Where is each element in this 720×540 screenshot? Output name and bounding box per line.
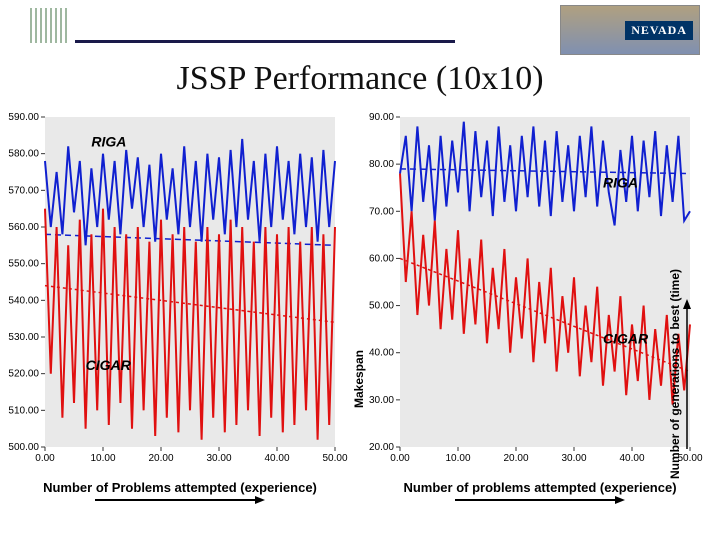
makespan-chart: 500.00 510.00 520.00 530.00 540.00 550.00 560.… (0, 112, 360, 472)
header-decoration (30, 8, 70, 43)
left-chart-cell: 500.00 510.00 520.00 530.00 540.00 550.00 560.… (0, 112, 360, 507)
svg-text:570.00: 570.00 (8, 185, 39, 196)
svg-text:RIGA: RIGA (91, 133, 126, 149)
header-rule (75, 40, 455, 43)
svg-text:0.00: 0.00 (35, 453, 55, 464)
left-xaxis-label: Number of Problems attempted (experience… (0, 480, 360, 505)
svg-text:50.00: 50.00 (369, 301, 394, 312)
university-logo: NEVADA (560, 5, 700, 55)
svg-text:20.00: 20.00 (369, 442, 394, 453)
svg-text:540.00: 540.00 (8, 295, 39, 306)
svg-text:30.00: 30.00 (206, 453, 231, 464)
svg-text:10.00: 10.00 (445, 453, 470, 464)
svg-text:40.00: 40.00 (369, 348, 394, 359)
svg-text:50.00: 50.00 (322, 453, 347, 464)
svg-text:10.00: 10.00 (90, 453, 115, 464)
svg-text:550.00: 550.00 (8, 259, 39, 270)
svg-text:70.00: 70.00 (369, 206, 394, 217)
svg-text:20.00: 20.00 (148, 453, 173, 464)
arrow-right-icon (455, 495, 625, 505)
svg-text:CIGAR: CIGAR (603, 330, 649, 346)
svg-text:520.00: 520.00 (8, 369, 39, 380)
right-yaxis-label: Number of generations to best (time) (668, 234, 692, 514)
svg-text:530.00: 530.00 (8, 332, 39, 343)
svg-text:80.00: 80.00 (369, 159, 394, 170)
svg-text:90.00: 90.00 (369, 112, 394, 123)
svg-text:20.00: 20.00 (503, 453, 528, 464)
svg-text:RIGA: RIGA (603, 175, 638, 191)
svg-text:40.00: 40.00 (264, 453, 289, 464)
svg-text:40.00: 40.00 (619, 453, 644, 464)
svg-text:510.00: 510.00 (8, 405, 39, 416)
svg-text:30.00: 30.00 (561, 453, 586, 464)
svg-text:590.00: 590.00 (8, 112, 39, 123)
svg-text:60.00: 60.00 (369, 253, 394, 264)
svg-text:500.00: 500.00 (8, 442, 39, 453)
generations-chart: 20.00 30.00 40.00 50.00 60.00 70.00 80.00 90.00… (360, 112, 720, 472)
page-title: JSSP Performance (10x10) (0, 60, 720, 98)
right-xaxis-label: Number of problems attempted (experience… (360, 480, 720, 505)
svg-text:30.00: 30.00 (369, 395, 394, 406)
logo-text: NEVADA (625, 21, 693, 40)
svg-text:560.00: 560.00 (8, 222, 39, 233)
charts-container: 500.00 510.00 520.00 530.00 540.00 550.00 560.… (0, 112, 720, 507)
arrow-right-icon (95, 495, 265, 505)
svg-text:CIGAR: CIGAR (86, 357, 132, 373)
arrow-right-icon (682, 299, 692, 449)
svg-text:0.00: 0.00 (390, 453, 410, 464)
right-chart-cell: 20.00 30.00 40.00 50.00 60.00 70.00 80.00 90.00… (360, 112, 720, 507)
svg-text:580.00: 580.00 (8, 149, 39, 160)
